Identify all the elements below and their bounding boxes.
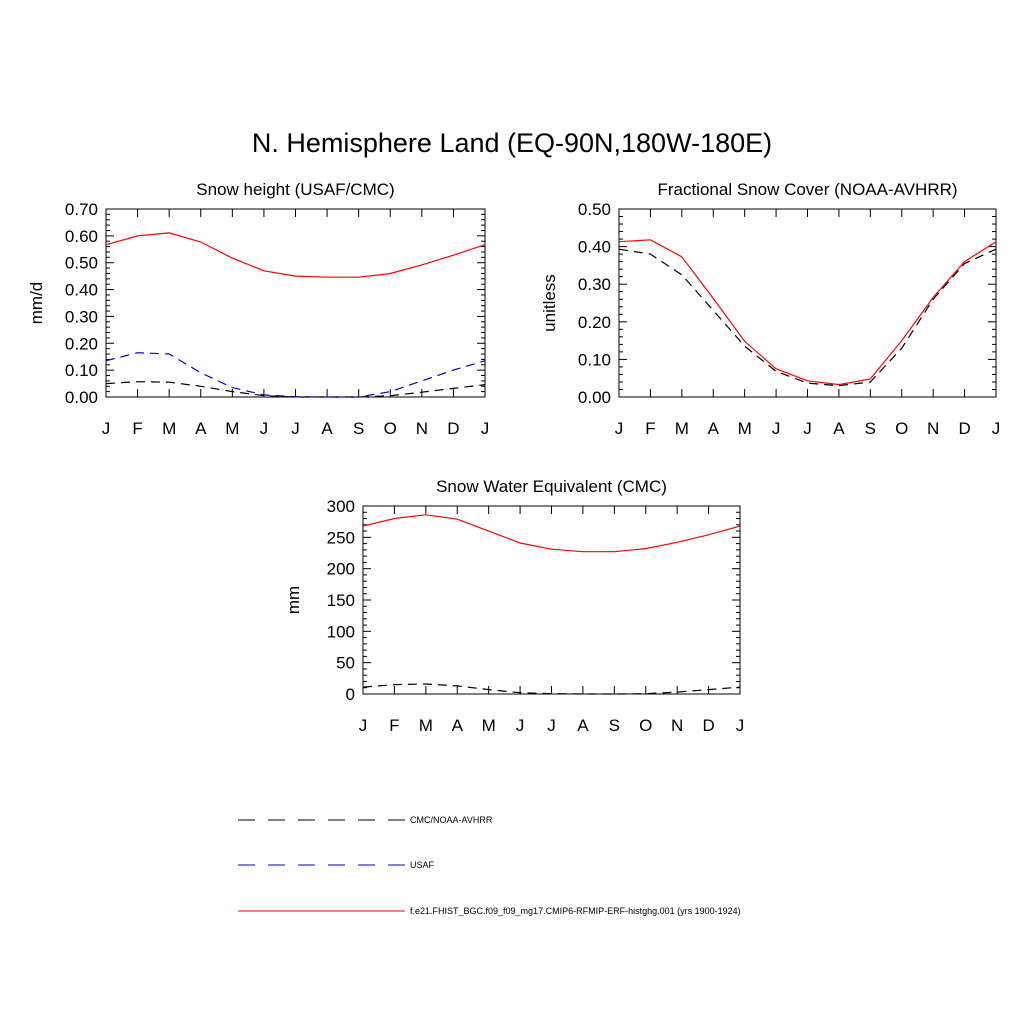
main-title: N. Hemisphere Land (EQ-90N,180W-180E) — [251, 128, 773, 158]
y-tick-label: 0.40 — [578, 238, 611, 257]
series-line-0 — [105, 232, 486, 278]
x-tick-label: F — [132, 419, 142, 438]
series-line-2 — [105, 381, 486, 398]
legend-item-usaf: USAF — [238, 860, 435, 870]
chart-title: Fractional Snow Cover (NOAA-AVHRR) — [657, 180, 957, 199]
x-tick-label: J — [291, 419, 300, 438]
y-tick-label: 0.20 — [578, 313, 611, 332]
x-tick-label: J — [359, 716, 368, 735]
x-tick-label: J — [992, 419, 1001, 438]
legend-label-usaf: USAF — [410, 860, 435, 870]
chart-swe: Snow Water Equivalent (CMC) mm 0 50 100 150 20… — [284, 477, 744, 735]
x-tick-label: D — [702, 716, 714, 735]
chart-snow-cover: Fractional Snow Cover (NOAA-AVHRR) unitle… — [540, 180, 1000, 438]
legend-item-model: f.e21.FHIST_BGC.f09_f09_mg17.CMIP6-RFMIP… — [238, 906, 741, 916]
x-tick-label: J — [481, 419, 490, 438]
x-tick-label: J — [615, 419, 624, 438]
y-tick-label: 0.60 — [65, 227, 98, 246]
legend-label-model: f.e21.FHIST_BGC.f09_f09_mg17.CMIP6-RFMIP… — [410, 906, 741, 916]
x-tick-label: M — [482, 716, 496, 735]
y-tick-label: 0.70 — [65, 200, 98, 219]
x-tick-label: J — [102, 419, 111, 438]
y-tick-label: 0.10 — [65, 361, 98, 380]
y-tick-label: 0.10 — [578, 350, 611, 369]
series-line-0 — [618, 239, 997, 386]
y-tick-label: 50 — [336, 654, 355, 673]
y-tick-label: 0.30 — [65, 307, 98, 326]
series-line-1 — [618, 248, 997, 387]
x-tick-label: M — [738, 419, 752, 438]
y-tick-label: 0.00 — [578, 388, 611, 407]
x-tick-label: M — [162, 419, 176, 438]
x-tick-label: A — [833, 419, 845, 438]
x-tick-label: M — [225, 419, 239, 438]
series-line-1 — [362, 683, 741, 695]
x-tick-label: O — [639, 716, 652, 735]
x-tick-label: F — [645, 419, 655, 438]
x-tick-label: J — [260, 419, 269, 438]
y-tick-label: 0.50 — [65, 254, 98, 273]
y-tick-label: 200 — [327, 560, 355, 579]
chart-title: Snow Water Equivalent (CMC) — [436, 477, 667, 496]
x-tick-label: N — [671, 716, 683, 735]
x-tick-label: M — [675, 419, 689, 438]
x-tick-label: A — [321, 419, 333, 438]
x-tick-label: J — [772, 419, 781, 438]
x-tick-label: S — [609, 716, 620, 735]
series-line-0 — [362, 514, 741, 553]
x-tick-label: J — [516, 716, 525, 735]
x-tick-label: A — [195, 419, 207, 438]
x-tick-label: N — [416, 419, 428, 438]
x-tick-label: S — [353, 419, 364, 438]
y-tick-label: 0.20 — [65, 334, 98, 353]
y-tick-label: 0 — [346, 685, 355, 704]
x-tick-label: J — [803, 419, 812, 438]
x-tick-label: D — [958, 419, 970, 438]
x-tick-label: J — [547, 716, 556, 735]
legend-label-cmc: CMC/NOAA-AVHRR — [410, 815, 493, 825]
y-tick-label: 300 — [327, 497, 355, 516]
x-tick-label: A — [452, 716, 464, 735]
y-tick-label: 0.30 — [578, 275, 611, 294]
chart-title: Snow height (USAF/CMC) — [196, 180, 394, 199]
y-tick-label: 0.50 — [578, 200, 611, 219]
y-axis-label: mm — [284, 586, 303, 614]
series-line-1 — [105, 352, 486, 398]
y-tick-label: 0.00 — [65, 388, 98, 407]
x-tick-label: A — [577, 716, 589, 735]
y-tick-label: 150 — [327, 591, 355, 610]
x-tick-label: J — [736, 716, 745, 735]
y-tick-label: 0.40 — [65, 281, 98, 300]
x-tick-label: A — [708, 419, 720, 438]
legend-item-cmc: CMC/NOAA-AVHRR — [238, 815, 493, 825]
x-tick-label: M — [419, 716, 433, 735]
y-tick-label: 100 — [327, 622, 355, 641]
x-tick-label: D — [447, 419, 459, 438]
x-tick-label: O — [895, 419, 908, 438]
y-tick-label: 250 — [327, 528, 355, 547]
x-tick-label: O — [384, 419, 397, 438]
chart-snow-height: Snow height (USAF/CMC) mm/d 0.00 0.10 0.20 0.… — [27, 180, 489, 438]
y-axis-label: mm/d — [27, 282, 46, 325]
y-axis-label: unitless — [540, 274, 559, 332]
x-tick-label: F — [389, 716, 399, 735]
x-tick-label: S — [865, 419, 876, 438]
x-tick-label: N — [927, 419, 939, 438]
